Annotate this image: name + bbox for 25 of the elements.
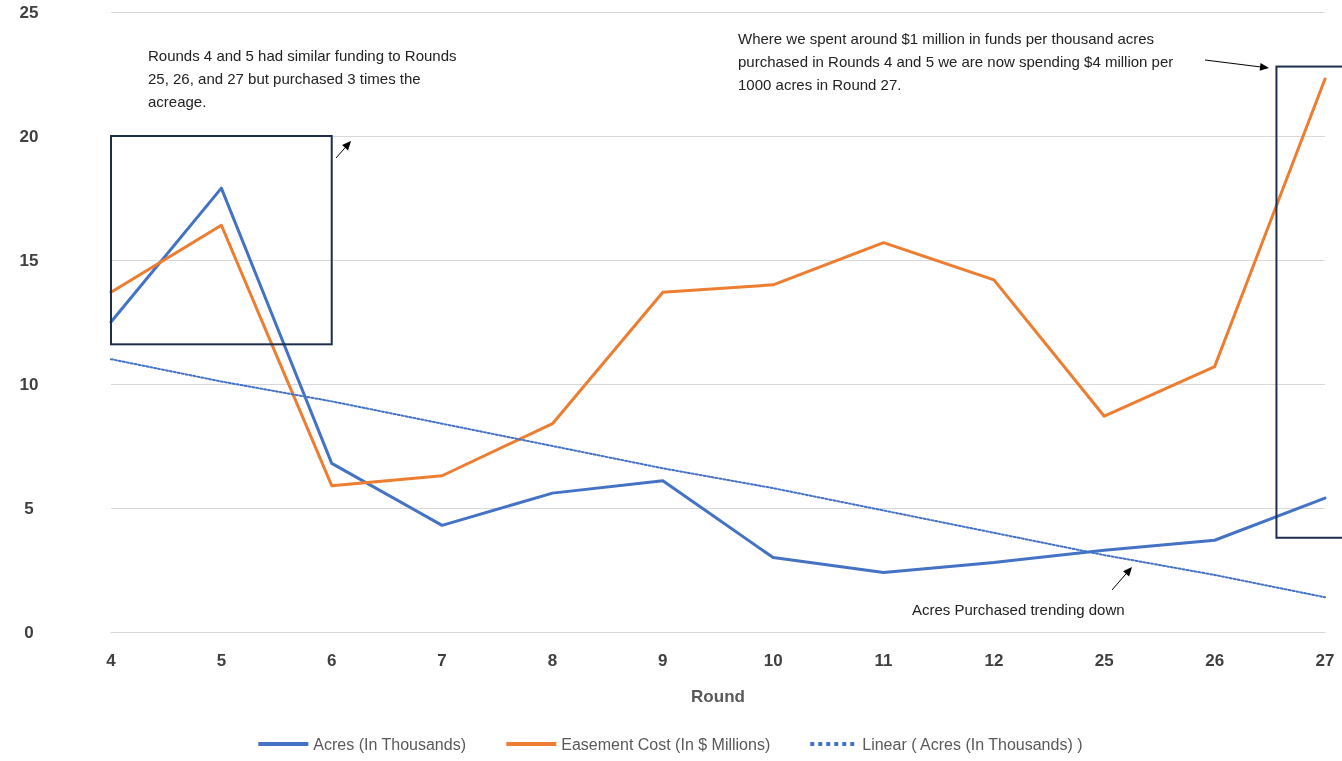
y-tick-label: 5 [24,498,34,518]
x-tick-label: 5 [216,651,227,670]
x-tick-label: 12 [984,651,1004,670]
x-tick-label: 27 [1315,651,1335,670]
x-tick-label: 10 [763,651,783,670]
legend-label: Linear ( Acres (In Thousands) ) [862,735,1083,753]
y-tick-label: 25 [19,2,39,22]
annotation: Where we spent around $1 million in funds per thousand acres purchased in Rounds 4 and 5 we are now spending $4 million per 1000 acres in Round 27. [738,30,1178,93]
y-tick-label: 10 [19,374,39,394]
annotation: Rounds 4 and 5 had similar funding to Rounds 25, 26, and 27 but purchased 3 times the acreage. [148,47,461,110]
y-tick-label: 0 [24,622,34,642]
x-tick-label: 7 [437,651,447,670]
x-tick-label: 25 [1094,651,1114,670]
x-tick-label: 9 [658,651,668,670]
annotation: Acres Purchased trending down [912,601,1125,618]
legend-label: Acres (In Thousands) [313,735,466,753]
x-tick-label: 4 [106,651,117,670]
y-tick-label: 20 [19,126,39,146]
legend-label: Easement Cost (In $ Millions) [561,735,771,753]
x-tick-label: 6 [326,651,337,670]
x-axis-title: Round [691,687,745,706]
x-tick-label: 26 [1205,651,1225,670]
y-tick-label: 15 [19,250,39,270]
x-tick-label: 11 [874,651,893,670]
x-tick-label: 8 [547,651,558,670]
